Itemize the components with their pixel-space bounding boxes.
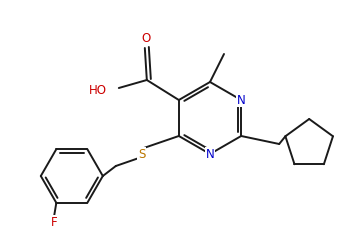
Text: HO: HO (89, 84, 107, 97)
Text: F: F (51, 216, 58, 229)
Text: O: O (141, 33, 150, 46)
Text: N: N (237, 93, 246, 106)
Text: N: N (206, 148, 214, 160)
Text: S: S (138, 148, 145, 160)
